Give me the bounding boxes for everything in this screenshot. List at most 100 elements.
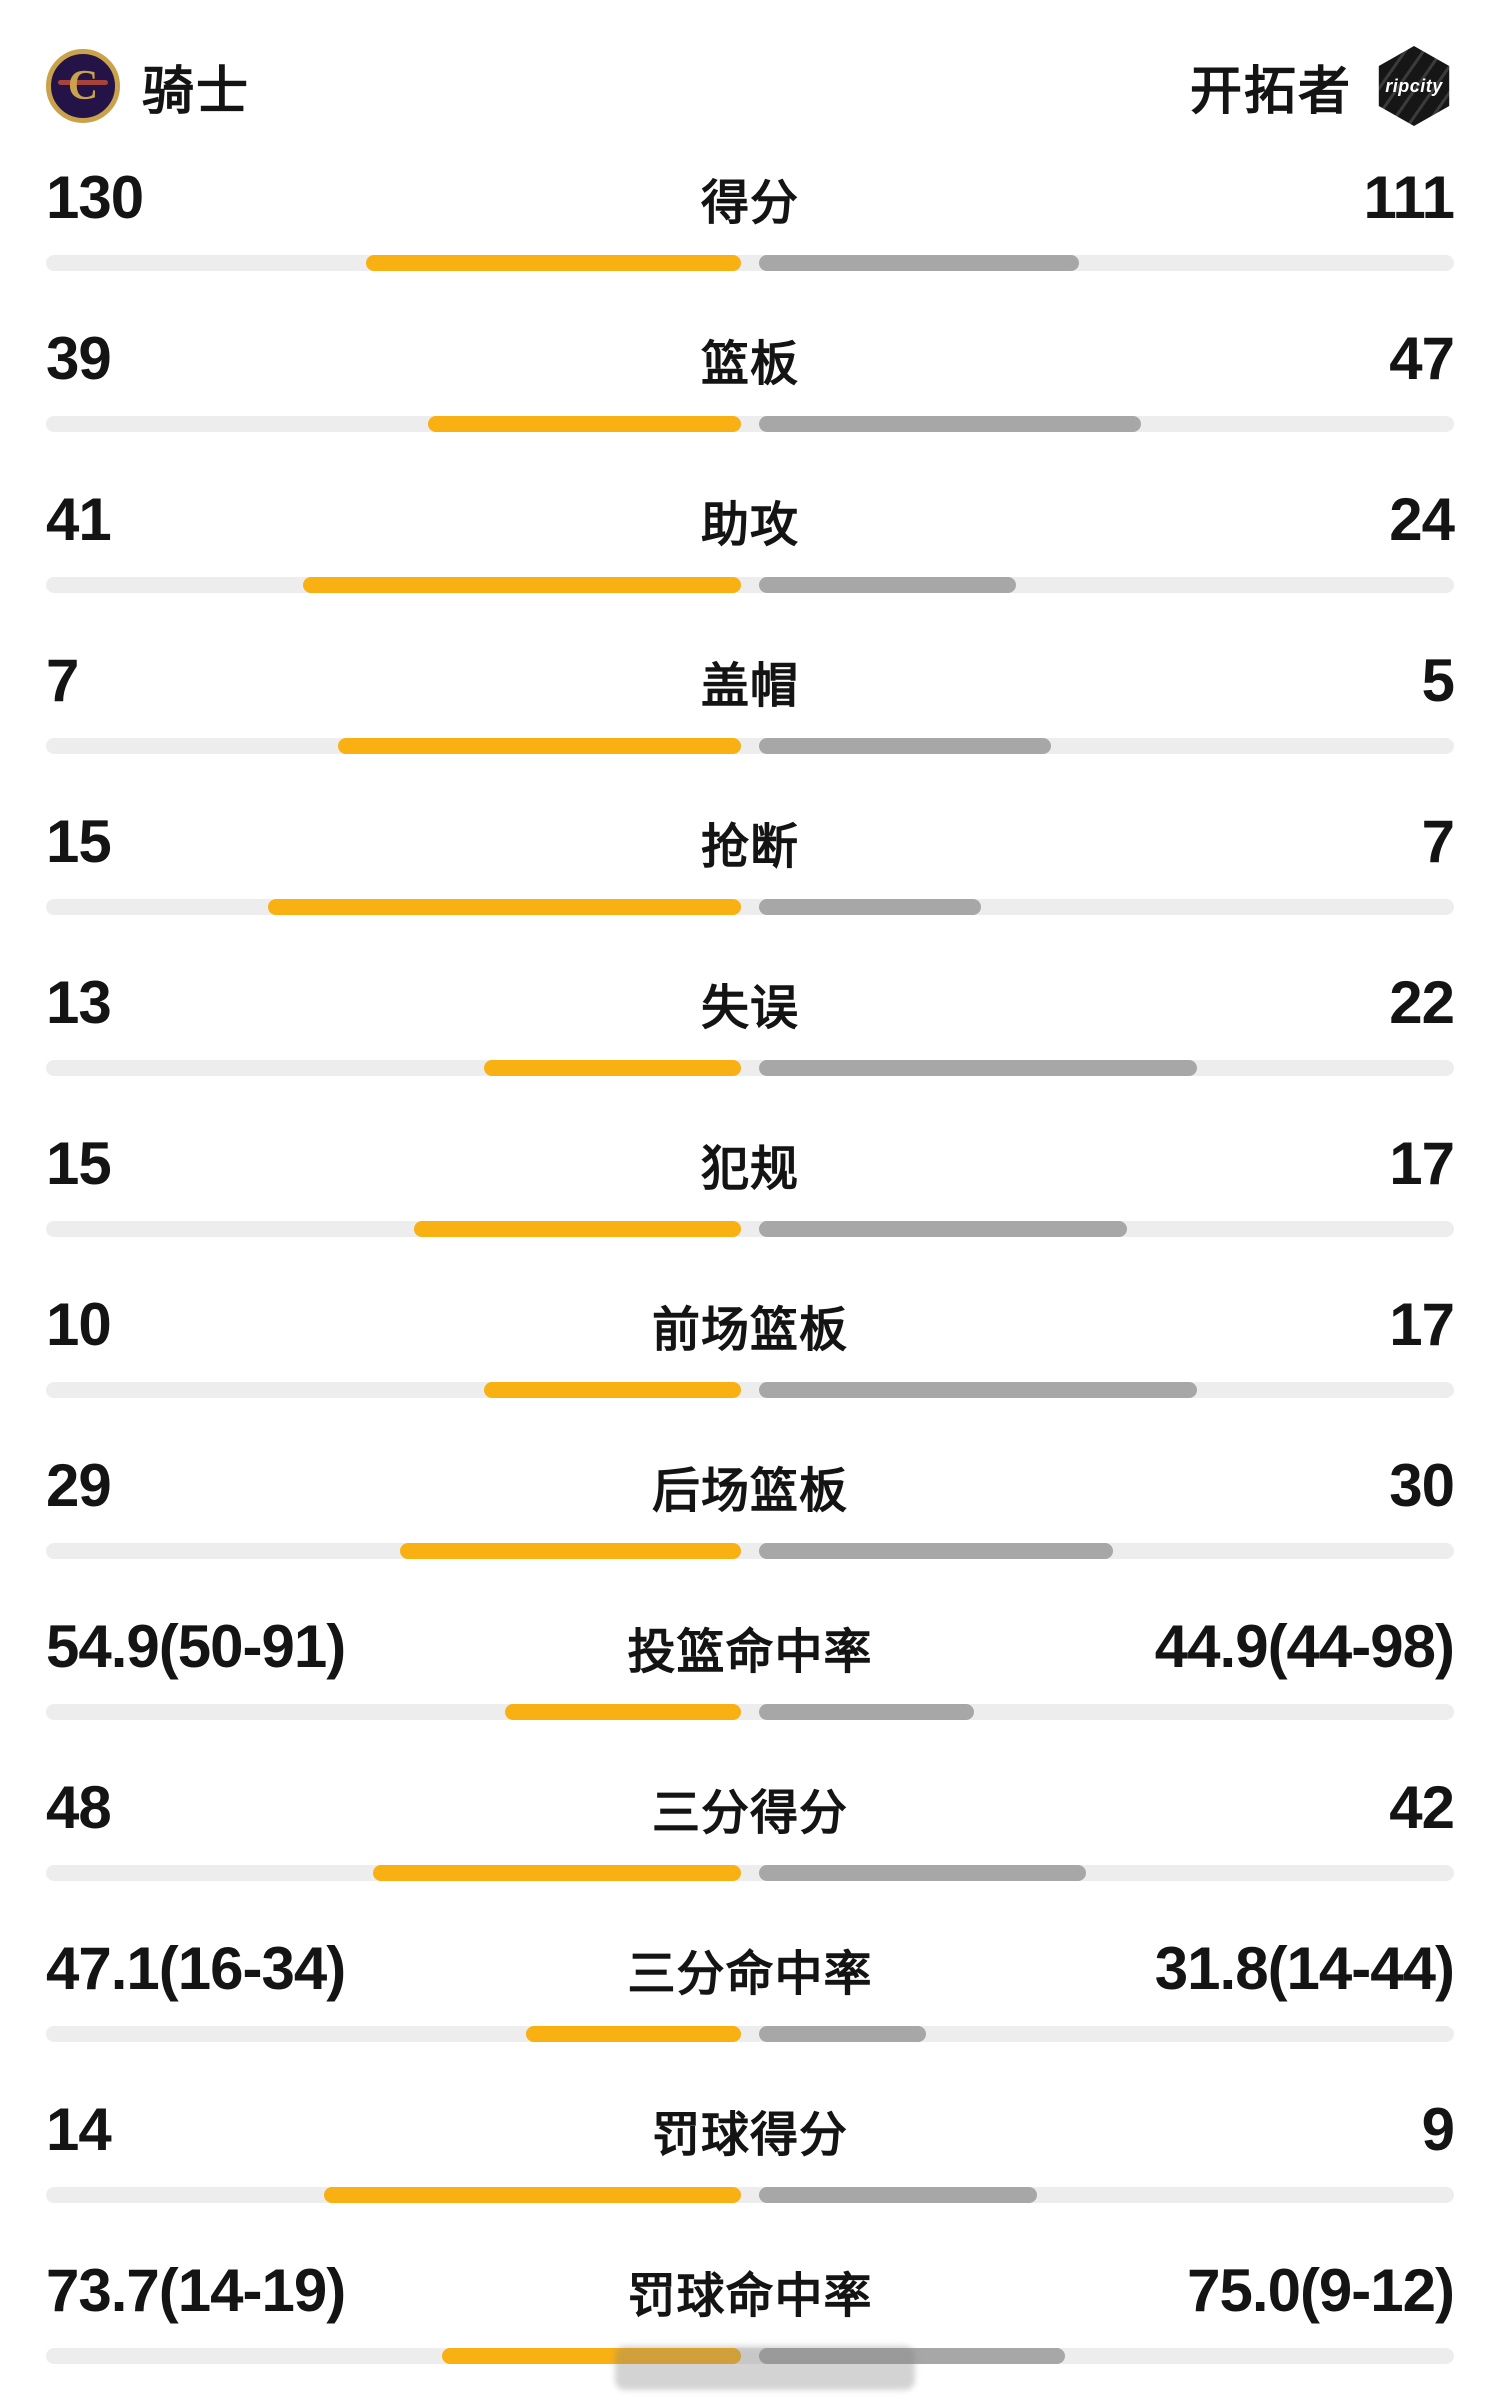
stat-bar-right-fill [759, 1865, 1086, 1881]
stat-bar-track [46, 1221, 1454, 1237]
stat-bar-right-fill [759, 1704, 975, 1720]
stat-label: 助攻 [700, 498, 799, 552]
stat-bar-left-half [46, 2348, 741, 2364]
stat-value-right: 47 [1389, 325, 1455, 392]
stat-bar-left-fill [428, 416, 741, 432]
stat-value-left: 10 [46, 1291, 112, 1358]
stat-bar-left-fill [483, 1060, 741, 1076]
stat-bar-left-half [46, 1704, 741, 1720]
stat-bar-left-fill [442, 2348, 741, 2364]
stat-bar-right-half [759, 1382, 1454, 1398]
stat-bar-track [46, 416, 1454, 432]
stat-bar-right-half [759, 1543, 1454, 1559]
stat-bar-track [46, 1865, 1454, 1881]
stat-row: 7 盖帽 5 [46, 625, 1455, 786]
stat-value-left: 130 [46, 164, 144, 231]
stat-bar-right-fill [759, 2348, 1065, 2364]
blazers-logo-icon: ripcity [1378, 46, 1450, 126]
stat-bar-left-fill [268, 899, 741, 915]
stat-value-right: 75.0(9-12) [1187, 2257, 1455, 2324]
stat-bar-right-fill [759, 255, 1079, 271]
stat-bar-left-half [46, 416, 741, 432]
stat-bar-left-fill [414, 1221, 741, 1237]
stat-value-left: 54.9(50-91) [46, 1613, 346, 1680]
stat-bar-left-fill [372, 1865, 741, 1881]
stat-bar-left-fill [525, 2026, 741, 2042]
stat-line: 10 前场篮板 17 [46, 1291, 1455, 1358]
stat-bar-track [46, 2187, 1454, 2203]
stat-bar-right-half [759, 577, 1454, 593]
stat-line: 7 盖帽 5 [46, 647, 1455, 714]
stat-bar-right-half [759, 416, 1454, 432]
blazers-logo-text: ripcity [1385, 75, 1443, 96]
cavaliers-logo-icon: C [46, 49, 120, 123]
stat-value-right: 24 [1389, 486, 1455, 553]
stat-line: 29 后场篮板 30 [46, 1452, 1455, 1519]
stat-bar-left-half [46, 577, 741, 593]
stat-value-right: 22 [1389, 969, 1455, 1036]
stat-bar-right-fill [759, 1543, 1114, 1559]
stat-row: 13 失误 22 [46, 947, 1455, 1108]
team-right-name: 开拓者 [1189, 62, 1352, 121]
stat-bar-track [46, 899, 1454, 915]
stat-bar-right-half [759, 2348, 1454, 2364]
stat-bar-track [46, 1543, 1454, 1559]
stat-bar-right-fill [759, 1060, 1197, 1076]
stat-label: 失误 [700, 981, 799, 1035]
stat-bar-right-fill [759, 1221, 1128, 1237]
stat-bar-right-half [759, 738, 1454, 754]
stat-row: 15 犯规 17 [46, 1108, 1455, 1269]
cavaliers-logo-letter: C [67, 63, 99, 109]
stat-value-left: 7 [46, 647, 79, 714]
stat-bar-left-half [46, 1060, 741, 1076]
team-right: 开拓者 ripcity [1190, 46, 1454, 126]
stat-value-right: 111 [1363, 164, 1455, 231]
stat-value-left: 73.7(14-19) [46, 2257, 346, 2324]
stat-value-left: 29 [46, 1452, 112, 1519]
stat-row: 10 前场篮板 17 [46, 1269, 1455, 1430]
stat-bar-track [46, 1382, 1454, 1398]
stat-line: 14 罚球得分 9 [46, 2096, 1455, 2163]
stat-line: 48 三分得分 42 [46, 1774, 1455, 1841]
stat-line: 54.9(50-91) 投篮命中率 44.9(44-98) [46, 1613, 1455, 1680]
stat-bar-left-fill [365, 255, 741, 271]
stat-bar-right-fill [759, 1382, 1197, 1398]
stat-value-left: 14 [46, 2096, 112, 2163]
stat-row: 29 后场篮板 30 [46, 1430, 1455, 1591]
stat-bar-track [46, 2026, 1454, 2042]
stat-bar-track [46, 2348, 1454, 2364]
stat-value-left: 41 [46, 486, 112, 553]
stat-line: 73.7(14-19) 罚球命中率 75.0(9-12) [46, 2257, 1455, 2324]
stat-bar-right-half [759, 1221, 1454, 1237]
stat-label: 盖帽 [700, 659, 799, 713]
stat-row: 15 抢断 7 [46, 786, 1455, 947]
stat-bar-track [46, 1704, 1454, 1720]
stat-bar-right-half [759, 2187, 1454, 2203]
stat-label: 三分命中率 [627, 1947, 873, 2001]
stat-value-right: 30 [1389, 1452, 1455, 1519]
stat-row: 48 三分得分 42 [46, 1752, 1455, 1913]
stat-bar-right-half [759, 1060, 1454, 1076]
stat-value-left: 15 [46, 808, 112, 875]
stat-bar-left-half [46, 2026, 741, 2042]
stat-bar-left-fill [303, 577, 741, 593]
stat-row: 14 罚球得分 9 [46, 2074, 1455, 2235]
stat-label: 抢断 [700, 820, 799, 874]
stat-value-left: 48 [46, 1774, 112, 1841]
stat-row: 41 助攻 24 [46, 464, 1455, 625]
stat-bar-left-fill [400, 1543, 741, 1559]
stat-bar-right-half [759, 1704, 1454, 1720]
stat-line: 15 犯规 17 [46, 1132, 1455, 1195]
stat-bar-left-half [46, 1382, 741, 1398]
stat-value-right: 7 [1421, 808, 1455, 875]
team-left: C 骑士 [46, 49, 250, 124]
stat-bar-track [46, 1060, 1454, 1076]
stat-bar-right-fill [759, 577, 1017, 593]
stat-label: 罚球命中率 [627, 2269, 873, 2323]
stat-bar-right-half [759, 255, 1454, 271]
stat-bar-right-fill [759, 2026, 926, 2042]
stat-bar-right-half [759, 2026, 1454, 2042]
stat-bar-left-fill [337, 738, 741, 754]
stat-bar-left-fill [504, 1704, 741, 1720]
